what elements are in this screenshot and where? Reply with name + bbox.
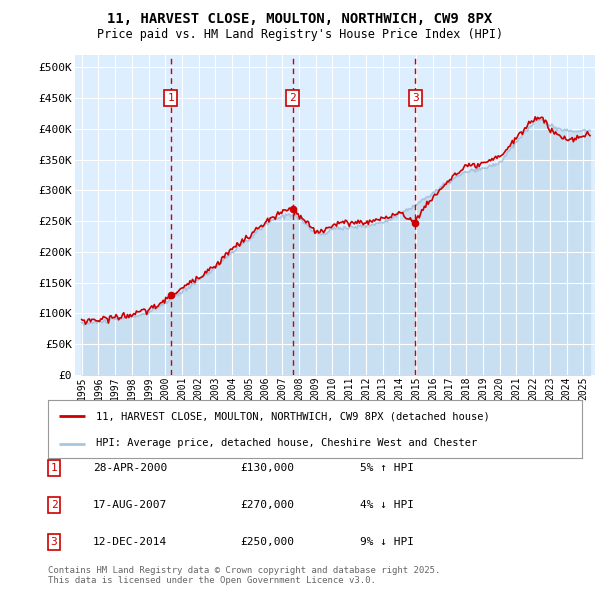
Text: 3: 3: [50, 537, 58, 547]
Text: 9% ↓ HPI: 9% ↓ HPI: [360, 537, 414, 547]
Text: 17-AUG-2007: 17-AUG-2007: [93, 500, 167, 510]
Text: 2: 2: [50, 500, 58, 510]
Text: 11, HARVEST CLOSE, MOULTON, NORTHWICH, CW9 8PX (detached house): 11, HARVEST CLOSE, MOULTON, NORTHWICH, C…: [96, 411, 490, 421]
Text: 1: 1: [167, 93, 174, 103]
Text: £270,000: £270,000: [240, 500, 294, 510]
Text: 5% ↑ HPI: 5% ↑ HPI: [360, 463, 414, 473]
Text: 11, HARVEST CLOSE, MOULTON, NORTHWICH, CW9 8PX: 11, HARVEST CLOSE, MOULTON, NORTHWICH, C…: [107, 12, 493, 26]
Text: 3: 3: [412, 93, 419, 103]
Text: 4% ↓ HPI: 4% ↓ HPI: [360, 500, 414, 510]
Text: HPI: Average price, detached house, Cheshire West and Chester: HPI: Average price, detached house, Ches…: [96, 438, 478, 448]
Text: £130,000: £130,000: [240, 463, 294, 473]
Text: 1: 1: [50, 463, 58, 473]
Text: 28-APR-2000: 28-APR-2000: [93, 463, 167, 473]
Text: 12-DEC-2014: 12-DEC-2014: [93, 537, 167, 547]
Text: Price paid vs. HM Land Registry's House Price Index (HPI): Price paid vs. HM Land Registry's House …: [97, 28, 503, 41]
Text: Contains HM Land Registry data © Crown copyright and database right 2025.
This d: Contains HM Land Registry data © Crown c…: [48, 566, 440, 585]
Text: £250,000: £250,000: [240, 537, 294, 547]
Text: 2: 2: [289, 93, 296, 103]
